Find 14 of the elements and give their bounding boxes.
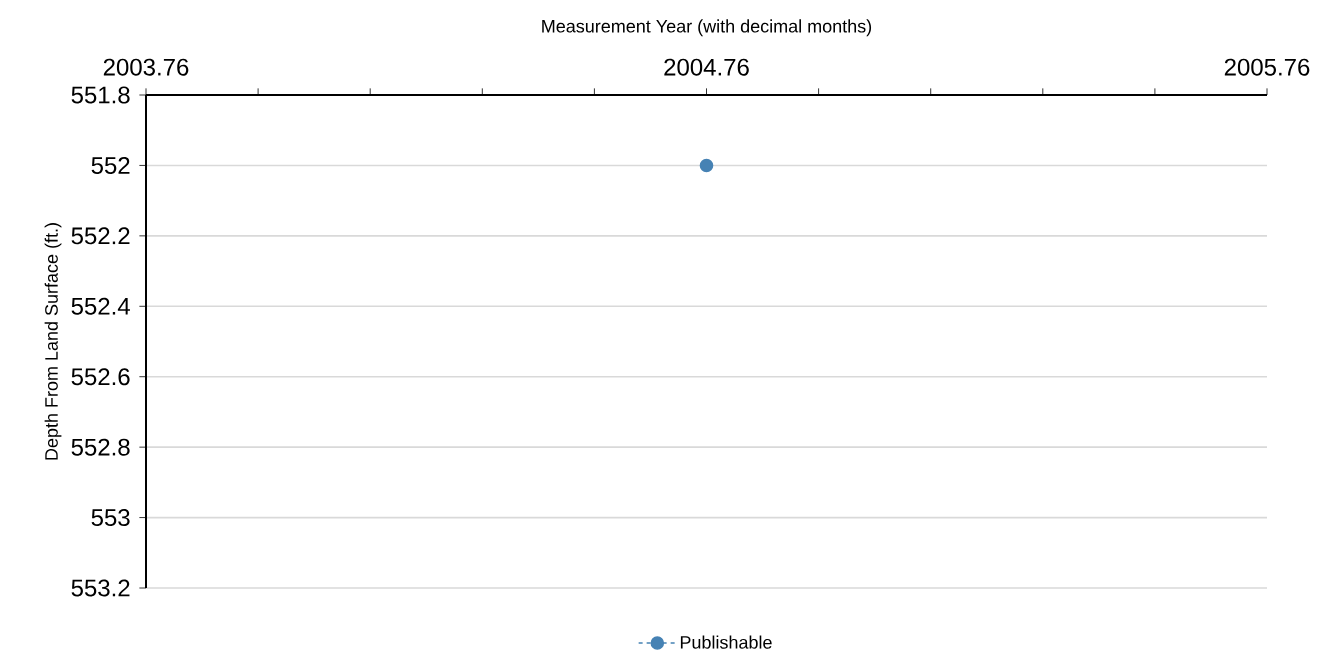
legend-label: Publishable [680, 635, 772, 649]
y-tick-label: 552.8 [71, 438, 130, 456]
x-tick-label: 2003.76 [103, 58, 189, 76]
y-axis-title: Depth From Land Surface (ft.) [44, 223, 62, 460]
y-tick-label: 553.2 [71, 579, 130, 597]
y-tick-label: 552.6 [71, 368, 130, 386]
x-tick-label: 2004.76 [664, 58, 749, 76]
y-tick-label: 551.8 [71, 86, 130, 104]
x-axis-title: Measurement Year (with decimal months) [542, 19, 872, 37]
y-tick-label: 552.4 [71, 297, 130, 315]
y-tick-label: 553 [91, 509, 130, 527]
y-tick-label: 552.2 [71, 227, 130, 245]
y-tick-label: 552 [91, 156, 130, 174]
x-tick-label: 2005.76 [1224, 58, 1310, 76]
